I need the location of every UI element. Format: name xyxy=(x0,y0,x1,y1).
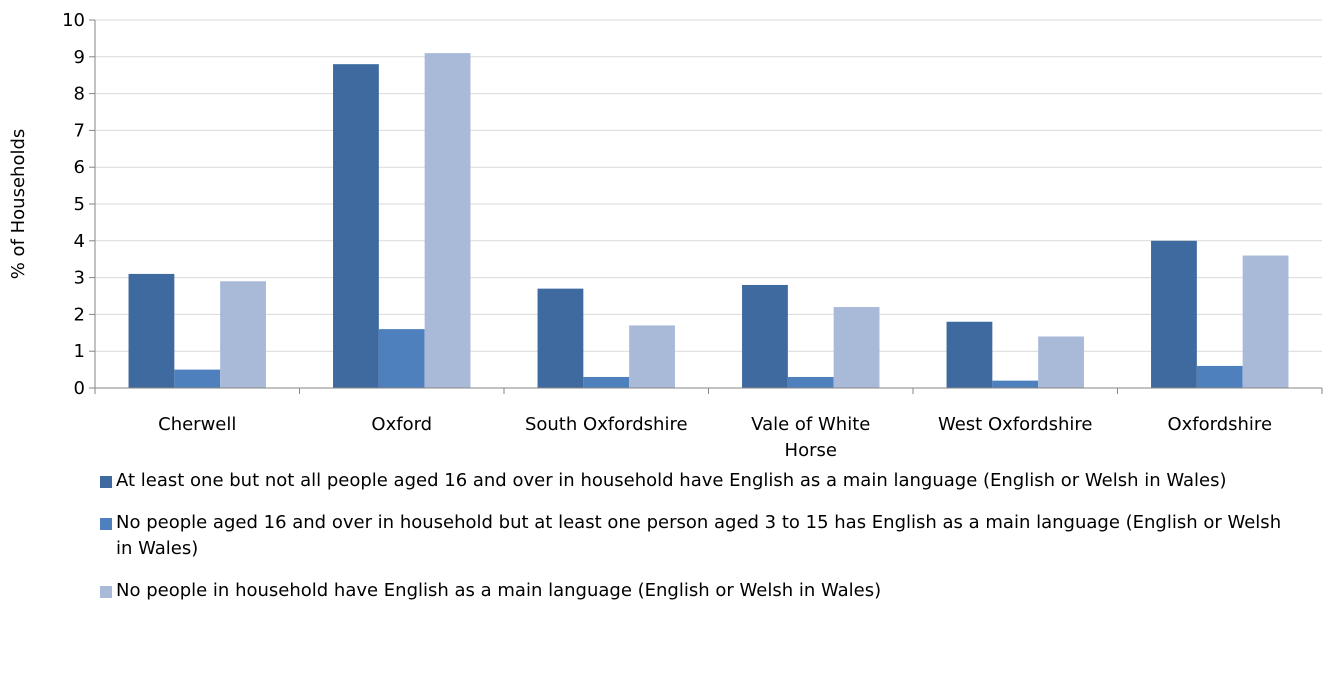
y-tick-label: 3 xyxy=(74,268,85,289)
bar xyxy=(537,288,584,388)
bar xyxy=(583,376,630,388)
y-tick-label: 10 xyxy=(62,10,85,31)
x-tick-label: South Oxfordshire xyxy=(525,414,688,435)
bar xyxy=(833,307,880,388)
legend-swatch xyxy=(100,476,112,488)
bar xyxy=(787,376,834,388)
x-tick-label: West Oxfordshire xyxy=(938,414,1093,435)
bar xyxy=(128,273,175,388)
bar xyxy=(424,53,471,389)
y-tick-label: 7 xyxy=(74,120,85,141)
y-axis-label: % of Households xyxy=(8,129,29,280)
legend-item: At least one but not all people aged 16 … xyxy=(100,468,1300,494)
y-tick-label: 1 xyxy=(74,341,85,362)
legend-label: No people in household have English as a… xyxy=(116,580,882,601)
y-tick-label: 8 xyxy=(74,84,85,105)
x-tick-label: Cherwell xyxy=(158,414,236,435)
y-tick-label: 2 xyxy=(74,304,85,325)
bar xyxy=(220,281,266,388)
y-tick-label: 0 xyxy=(74,378,85,399)
x-tick-labels: Cherwell Oxford South Oxfordshire Vale of W… xyxy=(158,414,1272,461)
x-tick-label: Oxfordshire xyxy=(1167,414,1272,435)
bar xyxy=(946,321,993,388)
bar xyxy=(378,329,425,388)
y-tick-label: 5 xyxy=(74,194,85,215)
bar xyxy=(333,64,379,388)
y-tick-label: 6 xyxy=(74,157,85,178)
bar xyxy=(1196,365,1243,388)
legend-swatch xyxy=(100,586,112,598)
bar xyxy=(992,380,1039,388)
bar xyxy=(1038,336,1084,388)
y-tick-label: 4 xyxy=(74,231,85,252)
bar xyxy=(174,369,221,388)
bars xyxy=(128,53,1289,389)
legend-item: No people aged 16 and over in household … xyxy=(100,510,1300,562)
legend: At least one but not all people aged 16 … xyxy=(100,468,1300,620)
legend-swatch xyxy=(100,518,112,530)
legend-label: At least one but not all people aged 16 … xyxy=(116,470,1227,491)
bar xyxy=(629,325,675,388)
y-tick-labels: 0 1 2 3 4 5 6 7 8 9 10 xyxy=(62,10,85,399)
x-tick-label: Vale of White Horse xyxy=(751,414,870,461)
axes xyxy=(89,19,1323,394)
bar xyxy=(742,284,788,388)
y-tick-label: 9 xyxy=(74,47,85,68)
x-tick-label: Oxford xyxy=(371,414,432,435)
gridlines xyxy=(95,19,1322,352)
bar-chart: 0 1 2 3 4 5 6 7 8 9 10 Cherwell Oxford South Oxfords… xyxy=(8,10,1323,461)
legend-label: No people aged 16 and over in household … xyxy=(116,512,1282,559)
bar xyxy=(1151,240,1197,388)
bar xyxy=(1242,255,1289,388)
legend-item: No people in household have English as a… xyxy=(100,578,1300,604)
